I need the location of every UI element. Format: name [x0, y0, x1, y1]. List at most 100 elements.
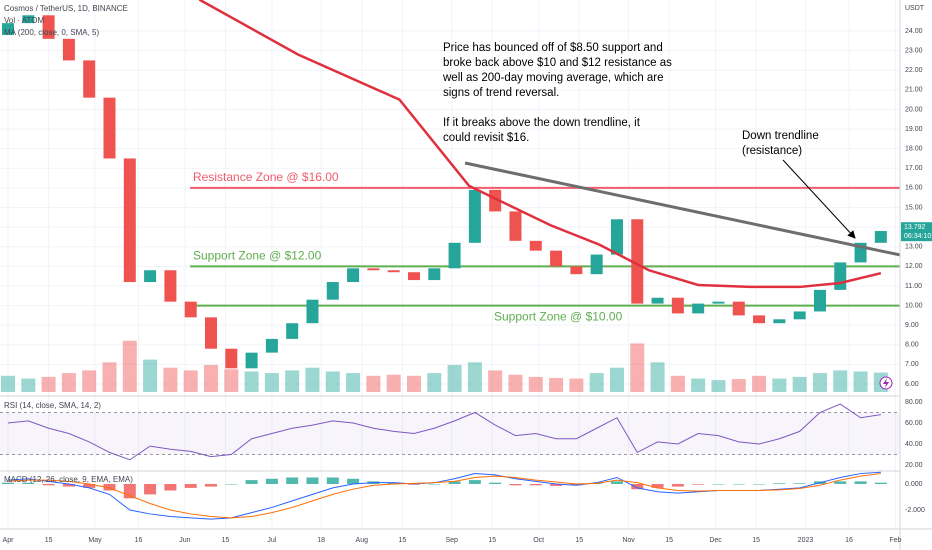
macd-histogram-bar — [610, 481, 623, 484]
macd-histogram-bar — [42, 483, 55, 486]
macd-histogram-bar — [245, 480, 258, 484]
macd-histogram-bar — [550, 483, 563, 486]
volume-bar — [244, 371, 259, 392]
macd-histogram-bar — [509, 483, 522, 486]
macd-histogram-bar — [753, 483, 766, 485]
candle — [204, 317, 217, 349]
x-tick-label: Dec — [709, 537, 722, 544]
volume-bar — [346, 373, 361, 392]
x-tick-label: 15 — [575, 537, 583, 544]
macd-tick-label: 0.000 — [905, 481, 923, 488]
candle — [550, 250, 563, 267]
macd-histogram-bar — [164, 483, 177, 491]
candle — [651, 297, 664, 304]
volume-bar — [711, 380, 726, 392]
volume-bar — [630, 343, 645, 392]
y-tick-label: 15.00 — [905, 204, 923, 211]
volume-bar — [549, 377, 564, 392]
macd-tick-label: -2.000 — [905, 507, 925, 514]
x-tick-label: Apr — [3, 537, 15, 544]
volume-bar — [467, 362, 482, 392]
macd-histogram-bar — [793, 483, 806, 484]
x-tick-label: 15 — [752, 537, 760, 544]
volume-bar — [406, 375, 421, 392]
candle — [874, 231, 887, 243]
rsi-legend: RSI (14, close, SMA, 14, 2) — [4, 401, 101, 410]
y-tick-label: 8.00 — [905, 342, 919, 349]
macd-histogram-bar — [428, 483, 441, 485]
x-tick-label: 16 — [845, 537, 853, 544]
candle — [489, 189, 502, 212]
volume-bar — [772, 378, 787, 392]
x-tick-label: Jul — [267, 537, 276, 544]
volume-bar — [589, 373, 604, 392]
y-tick-label: 10.00 — [905, 302, 923, 309]
candle — [631, 219, 644, 304]
x-tick-label: 15 — [222, 537, 230, 544]
x-tick-label: Oct — [533, 537, 544, 544]
x-tick-label: 16 — [135, 537, 143, 544]
macd-histogram-bar — [387, 482, 400, 484]
macd-histogram-bar — [631, 483, 644, 490]
macd-histogram-bar — [103, 483, 116, 491]
macd-histogram-bar — [468, 480, 481, 484]
y-tick-label: 24.00 — [905, 28, 923, 35]
x-tick-label: Nov — [622, 537, 635, 544]
candle — [509, 211, 522, 241]
candle — [123, 158, 136, 283]
candle — [83, 60, 96, 98]
y-tick-label: 22.00 — [905, 67, 923, 74]
candle — [184, 301, 197, 318]
candle — [347, 268, 360, 283]
price-axis: 6.007.008.009.0010.0011.0012.0013.0014.0… — [901, 28, 932, 514]
candle — [813, 289, 826, 312]
y-tick-label: 19.00 — [905, 126, 923, 133]
symbol-title: Cosmos / TetherUS, 1D, BINANCE — [4, 4, 128, 13]
price-pane — [1, 0, 900, 392]
last-price-label: 13.792 — [904, 224, 926, 231]
macd-histogram-bar — [570, 483, 583, 486]
trendline-note: Down trendline — [742, 130, 819, 142]
volume-bar — [122, 340, 137, 392]
macd-histogram-bar — [306, 477, 319, 484]
indicator-panes — [0, 403, 900, 520]
volume-bar — [285, 370, 300, 392]
volume-bar — [224, 369, 239, 392]
annotation-text: could revisit $16. — [443, 132, 529, 144]
annotation-text: signs of trend reversal. — [443, 87, 559, 99]
y-tick-label: 12.00 — [905, 263, 923, 270]
candle — [286, 323, 299, 339]
macd-histogram-bar — [22, 482, 35, 484]
candle — [62, 38, 75, 61]
rsi-tick-label: 40.00 — [905, 441, 923, 448]
macd-histogram-bar — [326, 477, 339, 484]
rsi-band — [0, 412, 900, 455]
volume-bar — [1, 375, 16, 392]
x-tick-label: Sep — [445, 537, 458, 544]
volume-bar — [143, 359, 158, 392]
annotation-text: If it breaks above the down trendline, i… — [443, 117, 641, 129]
ma-legend: MA (200, close, 0, SMA, 5) — [4, 28, 99, 37]
zone-label: Resistance Zone @ $16.00 — [193, 170, 339, 184]
x-tick-label: 15 — [488, 537, 496, 544]
macd-legend: MACD (12, 26, close, 9, EMA, EMA) — [4, 475, 133, 484]
x-tick-label: 15 — [45, 537, 53, 544]
macd-histogram-bar — [225, 483, 238, 485]
volume-bar — [670, 375, 685, 392]
candle — [42, 15, 55, 39]
candle — [529, 240, 542, 251]
candle — [367, 268, 380, 271]
rsi-line — [7, 403, 881, 461]
macd-histogram-bar — [692, 483, 705, 485]
volume-legend: Vol · ATOM — [4, 16, 44, 25]
macd-histogram-bar — [204, 483, 217, 487]
volume-bar — [41, 376, 56, 392]
candle — [428, 268, 441, 281]
volume-bar — [792, 376, 807, 392]
candle — [773, 319, 786, 324]
rsi-tick-label: 80.00 — [905, 399, 923, 406]
macd-histogram-bar — [489, 482, 502, 484]
macd-histogram-bar — [732, 483, 745, 485]
